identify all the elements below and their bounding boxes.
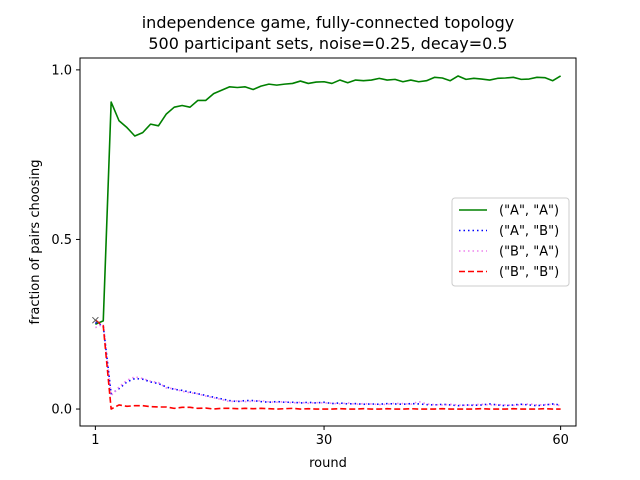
start-markers: [92, 316, 99, 324]
legend-label-ba: ("B", "A"): [499, 245, 559, 260]
chart-title-line-2: 500 participant sets, noise=0.25, decay=…: [148, 34, 507, 53]
series-line-bb: [94, 319, 561, 410]
y-axis-ticks: 0.0 0.5 1.0: [51, 63, 80, 418]
y-tick-label: 1.0: [51, 63, 72, 78]
legend-label-bb: ("B", "B"): [499, 265, 559, 280]
legend: ("A", "A") ("A", "B") ("B", "A") ("B", "B"): [451, 197, 570, 287]
x-tick-label: 60: [552, 433, 569, 448]
x-tick-label: 1: [91, 433, 99, 448]
chart-title-line-1: independence game, fully-connected topol…: [142, 13, 515, 32]
start-point-marker: [92, 316, 99, 324]
y-tick-label: 0.5: [51, 233, 72, 248]
series-line-ab: [95, 321, 561, 407]
series-layer: [94, 75, 562, 410]
plot-area-frame: [79, 57, 577, 427]
x-axis-ticks: 1 30 60: [91, 426, 569, 448]
y-axis-label: fraction of pairs choosing: [28, 160, 43, 325]
legend-label-aa: ("A", "A"): [499, 204, 559, 219]
y-tick-label: 0.0: [51, 403, 72, 418]
x-tick-label: 30: [316, 433, 333, 448]
legend-box: [451, 197, 570, 287]
x-axis-label: round: [309, 456, 347, 471]
legend-label-ab: ("A", "B"): [499, 224, 559, 239]
series-line-aa: [95, 75, 562, 325]
series-line-ba: [95, 323, 561, 407]
